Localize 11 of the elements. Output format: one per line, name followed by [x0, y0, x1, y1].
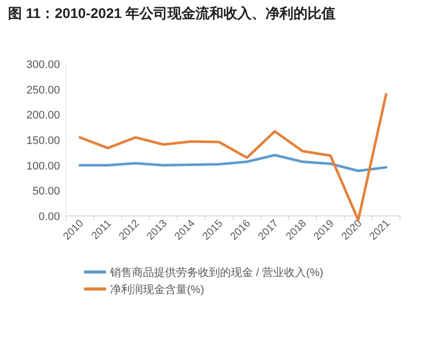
chart-title: 图 11：2010-2021 年公司现金流和收入、净利的比值	[8, 5, 336, 21]
legend-label: 销售商品提供劳务收到的现金 / 营业收入(%)	[109, 266, 324, 279]
y-tick-label: 250.00	[26, 84, 60, 96]
y-tick-label: 150.00	[26, 134, 60, 147]
y-tick-label: 300.00	[26, 59, 60, 71]
y-tick-label: 100.00	[26, 160, 60, 172]
line-series	[78, 154, 388, 172]
y-tick-label: 0.00	[38, 210, 60, 223]
y-tick-label: 200.00	[26, 110, 60, 122]
y-tick-label: 50.00	[32, 186, 60, 198]
legend-label: 净利润现金含量(%)	[110, 283, 204, 296]
